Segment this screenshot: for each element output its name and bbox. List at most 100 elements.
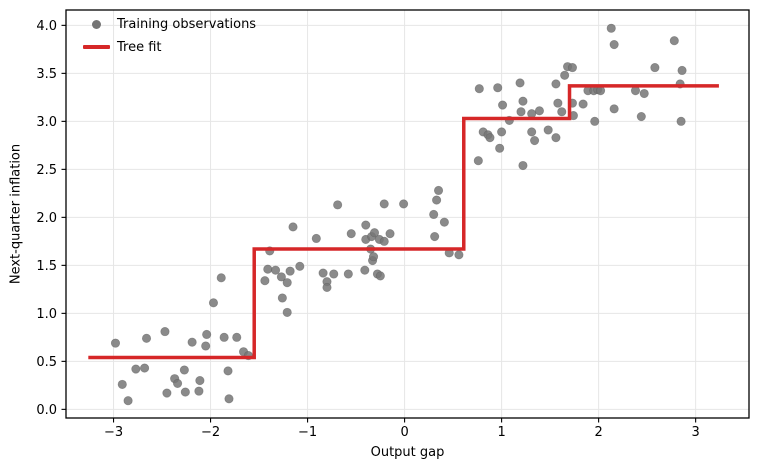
scatter-point (260, 276, 270, 286)
scatter-point (677, 65, 687, 76)
scatter-point (432, 195, 442, 205)
scatter-point (329, 269, 339, 279)
scatter-point (379, 199, 389, 209)
scatter-point (636, 112, 646, 122)
y-tick-label: 3.0 (36, 115, 57, 130)
line-swatch-icon (80, 45, 112, 49)
scatter-point (669, 36, 679, 46)
legend: Training observations Tree fit (80, 14, 256, 57)
y-tick-label: 0.5 (36, 355, 57, 370)
scatter-point (110, 338, 121, 348)
legend-label: Training observations (117, 16, 257, 32)
x-tick-label: −1 (298, 425, 317, 440)
scatter-point (650, 63, 660, 73)
scatter-point (180, 387, 190, 397)
scatter-point (399, 199, 409, 209)
scatter-point (343, 269, 353, 279)
y-tick-label: 2.0 (36, 211, 57, 226)
scatter-point (527, 109, 537, 119)
scatter-point (433, 185, 444, 196)
scatter-point (195, 376, 205, 386)
x-axis-label: Output gap (370, 445, 445, 460)
scatter-point (224, 394, 234, 404)
scatter-point (498, 100, 508, 110)
scatter-point (271, 265, 281, 275)
scatter-point (117, 379, 127, 389)
scatter-point (551, 133, 561, 143)
scatter-point (385, 229, 395, 239)
y-tick-label: 4.0 (36, 19, 57, 34)
scatter-point (515, 78, 525, 88)
scatter-point (318, 268, 328, 278)
scatter-point (473, 156, 483, 166)
x-tick-label: 3 (692, 425, 700, 440)
scatter-point (276, 272, 286, 282)
scatter-point (516, 107, 526, 117)
scatter-point (439, 217, 449, 227)
x-tick-label: 0 (400, 425, 408, 440)
scatter-point (179, 365, 189, 375)
scatter-point (216, 273, 226, 283)
scatter-point (578, 99, 588, 109)
scatter-point (123, 396, 133, 406)
scatter-point (295, 261, 305, 271)
x-tick-label: 1 (497, 425, 505, 440)
scatter-point (495, 143, 505, 153)
scatter-point (474, 84, 484, 94)
y-tick-label: 3.5 (36, 67, 57, 82)
scatter-point (590, 116, 600, 126)
scatter-point (162, 388, 172, 398)
scatter-point (223, 366, 233, 376)
scatter-point (639, 88, 649, 99)
scatter-point (141, 333, 152, 343)
scatter-point (201, 341, 211, 351)
legend-label: Tree fit (117, 39, 162, 55)
scatter-point (454, 250, 464, 260)
scatter-point (140, 363, 150, 373)
scatter-point (368, 252, 379, 262)
scatter-point (497, 127, 507, 137)
scatter-point (360, 265, 370, 275)
x-tick-label: 2 (594, 425, 602, 440)
scatter-point (379, 236, 389, 246)
scatter-point (543, 125, 553, 135)
scatter-point (485, 133, 495, 143)
scatter-point (361, 220, 371, 230)
scatter-point (208, 298, 219, 308)
legend-item-tree-fit: Tree fit (80, 37, 256, 57)
scatter-point (553, 98, 563, 108)
scatter-point (232, 332, 242, 342)
scatter-point (609, 40, 619, 50)
scatter-point (557, 107, 567, 117)
axes-frame (65, 9, 750, 419)
scatter-point (282, 307, 292, 317)
scatter-point (202, 329, 212, 340)
scatter-point (596, 86, 606, 96)
scatter-point (263, 264, 273, 274)
scatter-point (429, 209, 439, 220)
scatter-point (131, 364, 141, 374)
x-tick-label: −2 (201, 425, 220, 440)
scatter-point (551, 79, 561, 89)
scatter-point (194, 386, 204, 396)
scatter-point (219, 332, 229, 342)
scatter-point (518, 96, 528, 106)
scatter-point (346, 229, 356, 239)
scatter-point (606, 23, 616, 33)
scatter-point (288, 222, 298, 232)
scatter-point (493, 83, 503, 93)
y-tick-label: 1.5 (36, 259, 57, 274)
scatter-point (277, 293, 287, 303)
y-axis-label: Next-quarter inflation (8, 143, 24, 285)
y-tick-label: 1.0 (36, 307, 57, 322)
scatter-point (630, 86, 641, 96)
scatter-point (430, 232, 440, 242)
scatter-point (676, 116, 686, 126)
scatter-point (160, 327, 170, 337)
scatter-point (173, 378, 183, 388)
x-tick-label: −3 (104, 425, 123, 440)
scatter-point (530, 136, 540, 146)
scatter-point (534, 106, 544, 116)
